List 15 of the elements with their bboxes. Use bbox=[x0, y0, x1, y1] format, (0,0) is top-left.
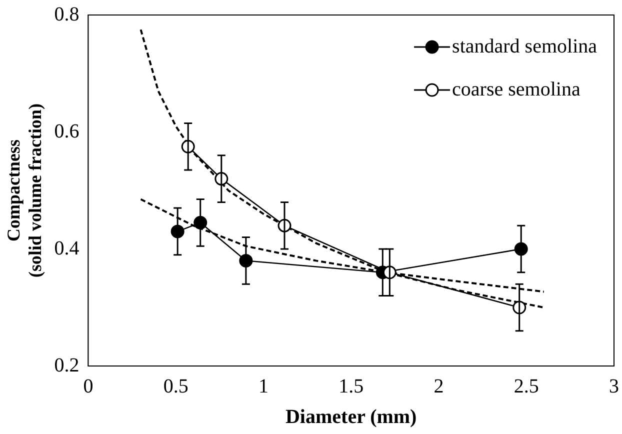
x-tick-label: 2 bbox=[434, 375, 444, 398]
x-tick-label: 1 bbox=[258, 375, 268, 398]
x-tick-label: 2.5 bbox=[514, 375, 539, 398]
y-tick-label: 0.6 bbox=[54, 120, 80, 142]
y-tick-label: 0.2 bbox=[54, 354, 80, 376]
y-axis-title: Compactness (solid volume fraction) bbox=[3, 104, 46, 278]
legend-label: coarse semolina bbox=[452, 78, 580, 100]
legend-label: standard semolina bbox=[452, 35, 598, 58]
x-axis-title: Diameter (mm) bbox=[285, 406, 417, 428]
x-tick-label: 0 bbox=[83, 375, 94, 398]
y-tick-label: 0.8 bbox=[54, 3, 80, 26]
x-tick-label: 1.5 bbox=[338, 375, 364, 398]
x-tick-label: 3 bbox=[609, 375, 619, 398]
y-tick-label: 0.4 bbox=[54, 237, 80, 260]
x-tick-label: 0.5 bbox=[163, 375, 188, 398]
